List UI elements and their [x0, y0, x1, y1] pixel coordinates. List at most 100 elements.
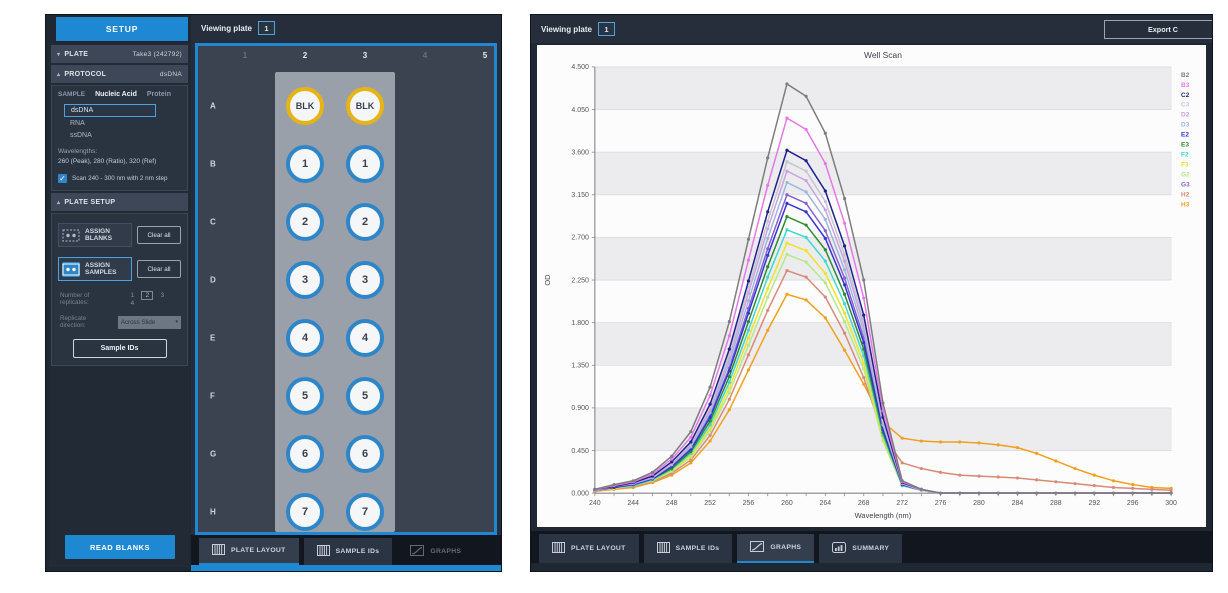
tab-graphs[interactable]: GRAPHS — [397, 538, 474, 565]
legend-entry-G3[interactable]: G3 — [1181, 181, 1190, 188]
right-tab-bar: PLATE LAYOUT SAMPLE IDs GRAPHS SUMMARY — [531, 531, 1212, 563]
well-H3[interactable]: 7 — [346, 493, 384, 531]
replicates-option-1[interactable]: 1 — [130, 292, 135, 299]
assign-blanks-button[interactable]: ASSIGN BLANKS — [58, 223, 132, 247]
replicates-option-2[interactable]: 2 — [141, 291, 154, 300]
protocol-section-header[interactable]: ▴ PROTOCOL dsDNA — [51, 65, 188, 83]
legend-entry-B2[interactable]: B2 — [1181, 72, 1190, 79]
data-point — [785, 252, 789, 257]
data-point — [689, 435, 693, 439]
data-point — [746, 336, 751, 340]
sample-option-ssdna[interactable]: ssDNA — [70, 132, 92, 139]
data-point — [785, 82, 789, 86]
legend-entry-B3[interactable]: B3 — [1181, 82, 1190, 89]
plate-column-header-5: 5 — [482, 51, 488, 60]
scan-checkbox[interactable]: ✓ — [58, 174, 67, 183]
well-H2[interactable]: 7 — [286, 493, 324, 531]
plate-column-header-4: 4 — [422, 51, 428, 60]
sample-ids-button[interactable]: Sample IDs — [72, 339, 167, 358]
data-point — [766, 236, 770, 240]
sample-options-list: dsDNA RNA ssDNA — [58, 104, 181, 141]
tab-sample-ids[interactable]: SAMPLE IDs — [643, 534, 733, 563]
replicates-option-3[interactable]: 3 — [160, 292, 165, 299]
replicate-direction-select[interactable]: Across Slide ▾ — [117, 315, 181, 329]
well-B2[interactable]: 1 — [286, 145, 324, 183]
replicates-option-4[interactable]: 4 — [130, 300, 135, 307]
clear-samples-button[interactable]: Clear all — [137, 260, 181, 278]
data-point — [766, 156, 770, 160]
setup-window: SETUP ▾ PLATE Take3 (242792) ▴ PROTOCOL … — [45, 14, 502, 572]
plate-number-badge[interactable]: 1 — [597, 22, 615, 36]
summary-bars-icon — [832, 542, 847, 555]
legend-entry-F2[interactable]: F2 — [1181, 152, 1189, 159]
well-G2[interactable]: 6 — [286, 435, 324, 473]
legend-entry-D3[interactable]: D3 — [1181, 122, 1190, 129]
legend-entry-H3[interactable]: H3 — [1181, 201, 1190, 208]
legend-entry-E3[interactable]: E3 — [1181, 142, 1189, 149]
data-point — [1169, 491, 1173, 495]
data-point — [938, 491, 943, 495]
plate-number-badge[interactable]: 1 — [257, 21, 275, 35]
data-point — [766, 247, 770, 251]
legend-entry-H2[interactable]: H2 — [1181, 191, 1190, 198]
sample-type-protein[interactable]: Protein — [146, 91, 171, 98]
well-F2[interactable]: 5 — [286, 377, 324, 415]
data-point — [823, 248, 827, 252]
assign-samples-button[interactable]: ASSIGN SAMPLES — [58, 257, 132, 281]
well-D2[interactable]: 3 — [286, 261, 324, 299]
data-point — [1131, 486, 1135, 490]
sample-option-dsdna[interactable]: dsDNA — [64, 104, 156, 117]
data-point — [804, 94, 808, 98]
export-button[interactable]: Export C — [1104, 20, 1212, 39]
plate-section-header[interactable]: ▾ PLATE Take3 (242792) — [51, 45, 188, 63]
tab-label: SUMMARY — [852, 545, 890, 552]
data-point — [842, 292, 847, 296]
data-point — [804, 275, 808, 279]
sample-type-nucleic-acid[interactable]: Nucleic Acid — [95, 91, 137, 98]
well-B3[interactable]: 1 — [346, 145, 384, 183]
data-point — [862, 278, 866, 282]
read-blanks-button[interactable]: READ BLANKS — [65, 535, 175, 559]
tab-summary[interactable]: SUMMARY — [819, 534, 903, 563]
data-point — [804, 235, 808, 239]
x-tick-label: 268 — [858, 500, 870, 507]
data-point — [785, 169, 789, 173]
data-point — [842, 331, 847, 335]
well-E3[interactable]: 4 — [346, 319, 384, 357]
tab-label: PLATE LAYOUT — [571, 545, 626, 552]
legend-entry-F3[interactable]: F3 — [1181, 161, 1189, 168]
data-point — [746, 299, 751, 303]
plot-band — [594, 237, 1172, 281]
legend-entry-D2[interactable]: D2 — [1181, 112, 1190, 119]
well-D3[interactable]: 3 — [346, 261, 384, 299]
data-point — [823, 316, 827, 320]
plate-setup-section-header[interactable]: ▴ PLATE SETUP — [51, 193, 188, 211]
legend-entry-E2[interactable]: E2 — [1181, 132, 1189, 139]
well-C2[interactable]: 2 — [286, 203, 324, 241]
data-point — [1035, 491, 1039, 495]
tab-plate-layout[interactable]: PLATE LAYOUT — [199, 538, 299, 565]
data-point — [708, 393, 712, 398]
legend-entry-C2[interactable]: C2 — [1181, 92, 1190, 99]
plate-row-header-C: C — [210, 217, 216, 227]
well-E2[interactable]: 4 — [286, 319, 324, 357]
well-C3[interactable]: 2 — [346, 203, 384, 241]
data-point — [823, 199, 827, 204]
sample-option-rna[interactable]: RNA — [70, 120, 85, 127]
well-A3[interactable]: BLK — [346, 87, 384, 125]
tab-graphs[interactable]: GRAPHS — [737, 534, 815, 563]
data-point — [842, 348, 847, 352]
tab-sample-ids[interactable]: SAMPLE IDs — [303, 538, 393, 565]
legend-entry-G2[interactable]: G2 — [1181, 171, 1190, 178]
well-G3[interactable]: 6 — [346, 435, 384, 473]
legend-entry-C3[interactable]: C3 — [1181, 102, 1190, 109]
scan-checkbox-label: Scan 240 - 300 nm with 2 nm step — [72, 175, 168, 182]
tab-plate-layout[interactable]: PLATE LAYOUT — [539, 534, 639, 563]
well-F3[interactable]: 5 — [346, 377, 384, 415]
data-point — [919, 439, 923, 443]
x-tick-label: 272 — [896, 500, 908, 507]
well-A2[interactable]: BLK — [286, 87, 324, 125]
clear-blanks-button[interactable]: Clear all — [137, 226, 181, 244]
data-point — [1092, 483, 1096, 488]
data-point — [689, 458, 693, 462]
